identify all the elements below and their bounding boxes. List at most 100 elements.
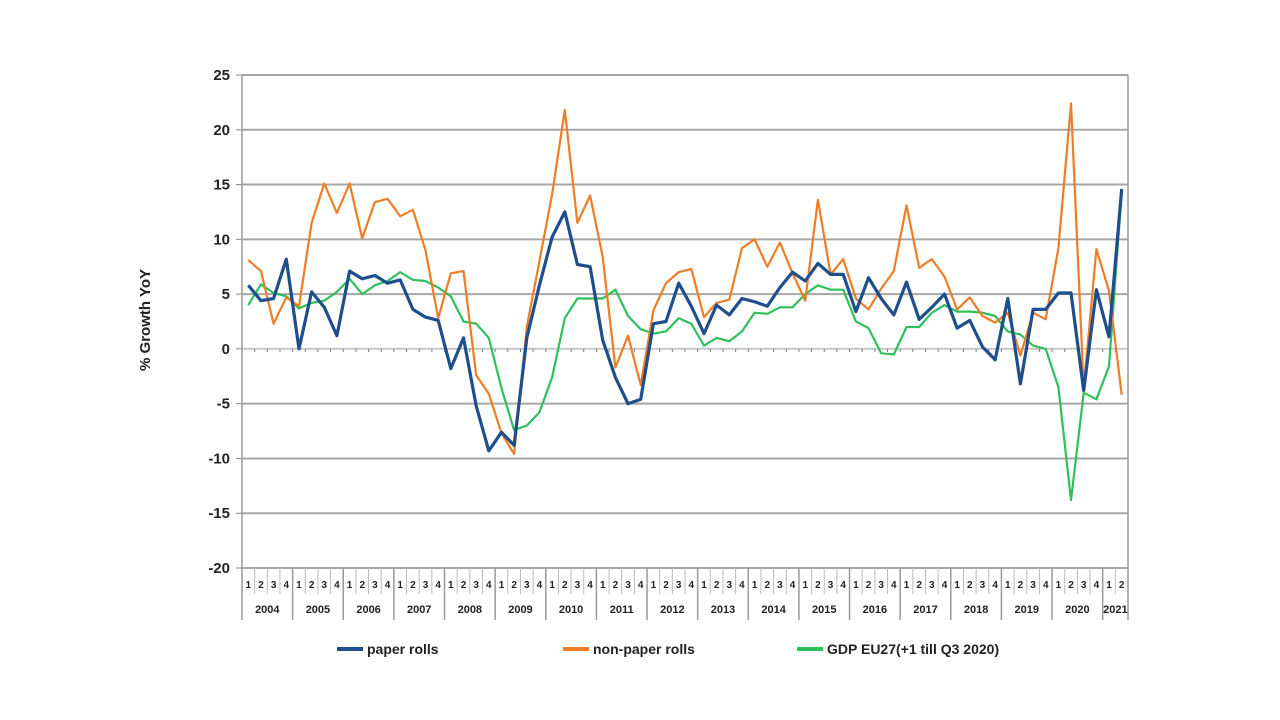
legend-swatch-non-paper-rolls [563,647,589,651]
x-tick-quarter: 4 [385,580,391,591]
x-tick-quarter: 1 [1005,580,1011,591]
x-tick-year: 2020 [1065,604,1089,616]
legend: paper rolls non-paper rolls GDP EU27(+1 … [0,641,1280,665]
x-tick-quarter: 1 [499,580,505,591]
x-tick-quarter: 2 [309,580,315,591]
x-tick-year: 2013 [711,604,735,616]
x-tick-quarter: 1 [600,580,606,591]
x-tick-quarter: 2 [663,580,669,591]
y-tick-labels: 25 20 15 10 5 0 -5 -10 -15 -20 [208,67,230,577]
x-tick-year: 2010 [559,604,583,616]
x-tick-quarter: 4 [790,580,796,591]
y-tick-label: -15 [208,505,230,522]
x-tick-quarter: 1 [853,580,859,591]
x-tick-quarter: 2 [866,580,872,591]
y-tick-label: 5 [222,286,230,303]
x-tick-quarter: 3 [1030,580,1036,591]
x-tick-year: 2017 [913,604,937,616]
legend-label-non-paper-rolls: non-paper rolls [593,641,695,657]
series-line-gdp-eu27-1-till-q3-2020 [247,192,1123,502]
x-tick-quarter: 3 [828,580,834,591]
x-tick-quarter: 2 [461,580,467,591]
x-tick-quarter: 1 [802,580,808,591]
x-tick-quarter: 4 [840,580,846,591]
x-tick-quarter: 3 [271,580,277,591]
x-tick-year: 2016 [863,604,887,616]
y-tick-label: 0 [222,341,230,358]
x-tick-year: 2011 [610,604,634,616]
x-tick-year: 2014 [761,604,786,616]
x-tick-quarter: 2 [511,580,517,591]
x-tick-quarter: 4 [1094,580,1100,591]
series-line-non-paper-rolls [247,102,1123,456]
x-tick-quarter: 2 [410,580,416,591]
x-tick-quarter: 2 [916,580,922,591]
x-tick-quarter: 2 [613,580,619,591]
x-tick-quarter: 4 [638,580,644,591]
x-tick-quarter: 2 [562,580,568,591]
x-tick-year: 2009 [508,604,532,616]
x-tick-quarter: 3 [423,580,429,591]
x-tick-year: 2019 [1015,604,1039,616]
x-tick-quarter: 3 [727,580,733,591]
x-tick-year: 2008 [458,604,482,616]
y-tick-label: -20 [208,560,230,577]
legend-swatch-gdp [797,647,823,651]
y-tick-label: 15 [213,177,230,194]
y-tick-label: 10 [213,231,230,248]
series-line-paper-rolls [247,188,1124,453]
y-tick-label: -5 [217,396,230,413]
legend-item-gdp: GDP EU27(+1 till Q3 2020) [797,641,999,657]
x-tick-quarter: 2 [1068,580,1074,591]
x-tick-quarter: 2 [1018,580,1024,591]
x-tick-quarter: 1 [549,580,555,591]
x-tick-year: 2018 [964,604,988,616]
x-tick-quarter: 4 [942,580,948,591]
x-tick-quarter: 3 [676,580,682,591]
x-tick-quarter: 2 [258,580,264,591]
x-tick-quarter: 3 [625,580,631,591]
x-tick-quarter: 3 [372,580,378,591]
x-tick-quarter: 1 [701,580,707,591]
x-tick-quarter: 1 [954,580,960,591]
x-tick-year: 2007 [407,604,431,616]
x-tick-quarter: 1 [296,580,302,591]
x-tick-quarter: 2 [764,580,770,591]
x-tick-year: 2006 [356,604,380,616]
x-tick-quarter: 3 [777,580,783,591]
x-tick-quarter: 3 [878,580,884,591]
x-tick-quarter: 4 [587,580,593,591]
x-tick-quarter: 4 [334,580,340,591]
x-tick-quarter: 2 [815,580,821,591]
x-tick-quarter: 4 [435,580,441,591]
x-tick-quarter: 2 [359,580,365,591]
x-tick-quarter: 3 [473,580,479,591]
x-tick-quarter: 4 [486,580,492,591]
x-tick-quarter: 4 [537,580,543,591]
x-tick-year: 2005 [306,604,330,616]
x-tick-quarter: 1 [1056,580,1062,591]
x-tick-year: 2015 [812,604,836,616]
y-tick-label: 25 [213,67,230,84]
legend-swatch-paper-rolls [337,647,363,651]
legend-label-gdp: GDP EU27(+1 till Q3 2020) [827,641,1000,657]
x-tick-quarter: 1 [397,580,403,591]
x-tick-quarter: 3 [980,580,986,591]
x-tick-quarter: 1 [904,580,910,591]
legend-item-non-paper-rolls: non-paper rolls [563,641,695,657]
y-tick-label: 20 [213,122,230,139]
x-tick-year: 2012 [660,604,684,616]
x-tick-quarter: 1 [246,580,252,591]
x-tick-quarter: 1 [448,580,454,591]
x-tick-quarter: 3 [321,580,327,591]
x-tick-quarter: 4 [1043,580,1049,591]
x-tick-quarter: 2 [1119,580,1125,591]
x-tick-quarter: 4 [689,580,695,591]
x-tick-quarter: 3 [575,580,581,591]
x-tick-quarter: 1 [1106,580,1112,591]
x-tick-quarter: 3 [524,580,530,591]
y-tick-label: -10 [208,450,230,467]
x-tick-quarter: 3 [1081,580,1087,591]
